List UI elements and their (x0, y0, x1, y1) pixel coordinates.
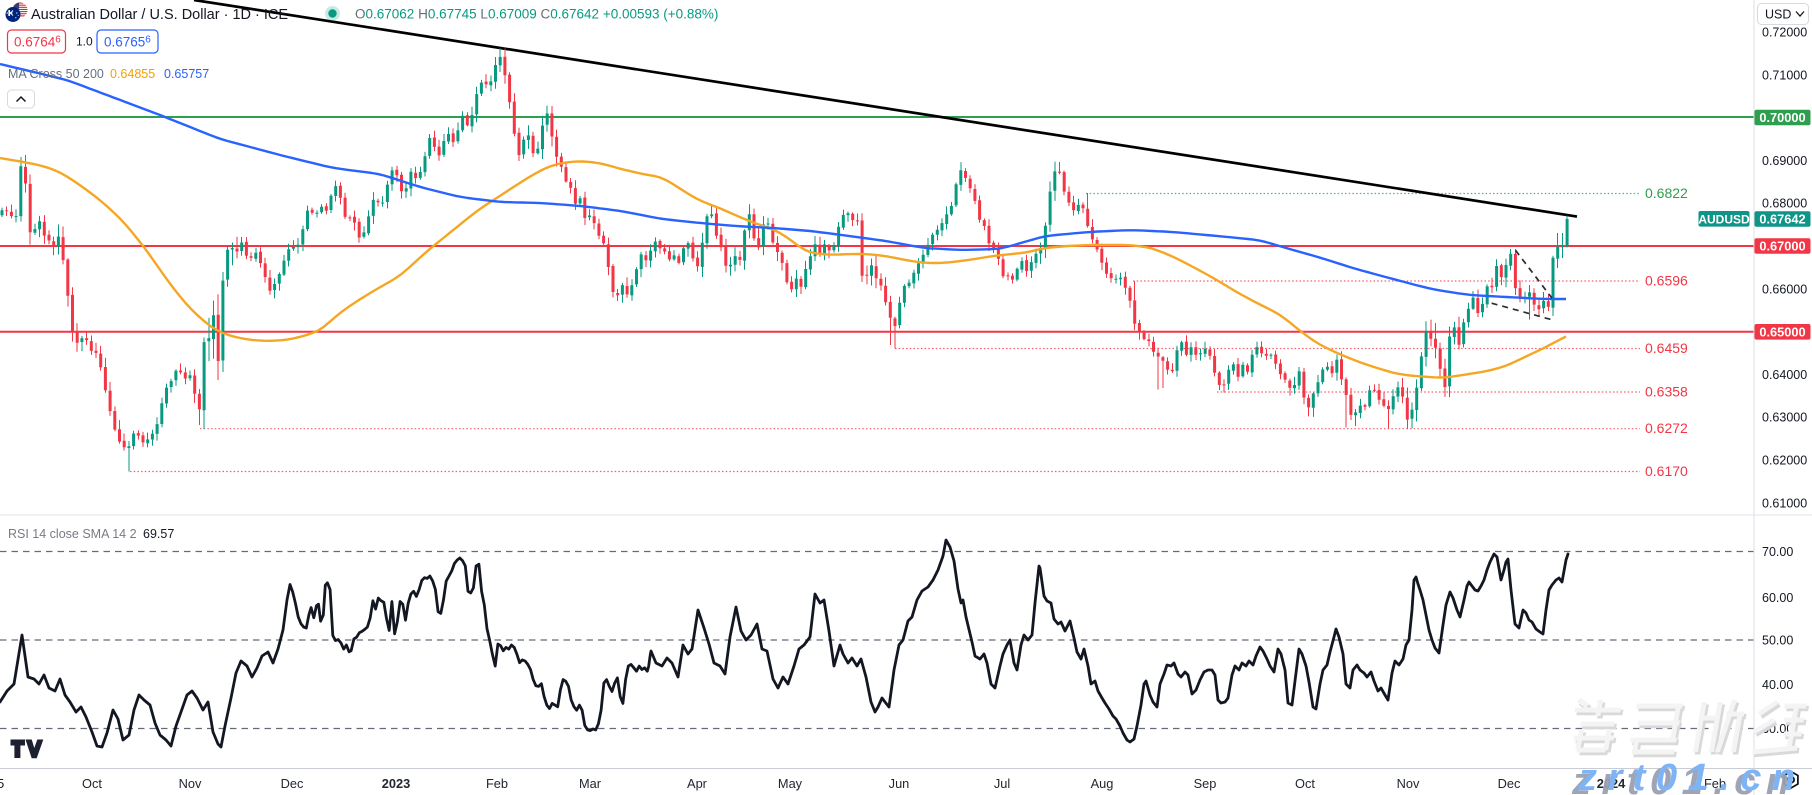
svg-text:0.72000: 0.72000 (1762, 26, 1807, 40)
svg-text:Oct: Oct (82, 776, 102, 791)
svg-text:0.6170: 0.6170 (1645, 463, 1688, 479)
svg-text:0.69000: 0.69000 (1762, 154, 1807, 168)
svg-text:0.67656: 0.67656 (104, 35, 151, 50)
svg-text:zrt01.cn: zrt01.cn (1577, 757, 1806, 795)
svg-text:2024: 2024 (1597, 776, 1626, 791)
svg-text:0.6272: 0.6272 (1645, 420, 1688, 436)
svg-text:69.57: 69.57 (143, 527, 174, 541)
svg-text:MA Cross 50 200: MA Cross 50 200 (8, 67, 104, 81)
svg-text:USD: USD (1765, 8, 1791, 22)
svg-text:0.67000: 0.67000 (1759, 239, 1805, 254)
svg-text:O0.67062 H0.67745 L0.67009 C0.: O0.67062 H0.67745 L0.67009 C0.67642 +0.0… (355, 7, 718, 22)
svg-text:0.64000: 0.64000 (1762, 368, 1807, 382)
svg-text:2023: 2023 (382, 776, 410, 791)
svg-text:Apr: Apr (687, 776, 708, 791)
svg-text:Feb: Feb (486, 776, 508, 791)
svg-text:0.70000: 0.70000 (1759, 110, 1805, 125)
svg-text:0.67642: 0.67642 (1759, 212, 1805, 227)
svg-text:May: May (778, 776, 803, 791)
svg-text:0.65000: 0.65000 (1759, 324, 1805, 339)
svg-text:0.6822: 0.6822 (1645, 185, 1688, 201)
svg-text:70.00: 70.00 (1762, 545, 1793, 559)
svg-text:Aug: Aug (1091, 776, 1114, 791)
svg-text:0.68000: 0.68000 (1762, 197, 1807, 211)
svg-text:0.66000: 0.66000 (1762, 282, 1807, 296)
svg-text:zrt01.cn: zrt01.cn (1571, 761, 1800, 795)
svg-text:0.67646: 0.67646 (14, 35, 61, 50)
svg-text:0.61000: 0.61000 (1762, 496, 1807, 510)
svg-text:Jun: Jun (889, 776, 910, 791)
svg-text:0.6596: 0.6596 (1645, 273, 1688, 289)
svg-text:AUDUSD: AUDUSD (1698, 212, 1750, 226)
svg-text:0.6358: 0.6358 (1645, 384, 1688, 400)
svg-text:0.6459: 0.6459 (1645, 340, 1688, 356)
svg-text:Dec: Dec (281, 776, 304, 791)
svg-text:Mar: Mar (579, 776, 602, 791)
svg-text:Jul: Jul (994, 776, 1010, 791)
svg-text:0.62000: 0.62000 (1762, 454, 1807, 468)
svg-text:0.71000: 0.71000 (1762, 68, 1807, 82)
svg-text:1.0: 1.0 (76, 35, 93, 49)
svg-text:0.63000: 0.63000 (1762, 411, 1807, 425)
svg-text:Oct: Oct (1295, 776, 1315, 791)
svg-text:RSI 14 close SMA 14 2: RSI 14 close SMA 14 2 (8, 527, 137, 541)
svg-text:60.00: 60.00 (1762, 591, 1793, 605)
svg-text:Dec: Dec (1498, 776, 1521, 791)
svg-text:0.64855: 0.64855 (110, 67, 155, 81)
svg-text:Australian Dollar / U.S. Dolla: Australian Dollar / U.S. Dollar · 1D · I… (31, 7, 288, 23)
svg-text:40.00: 40.00 (1762, 678, 1793, 692)
svg-text:Nov: Nov (1397, 776, 1420, 791)
svg-text:Sep: Sep (1194, 776, 1217, 791)
svg-text:50.00: 50.00 (1762, 634, 1793, 648)
svg-text:Feb: Feb (1704, 776, 1726, 791)
svg-text:5: 5 (0, 776, 4, 791)
svg-text:0.65757: 0.65757 (164, 67, 209, 81)
svg-text:Nov: Nov (179, 776, 202, 791)
